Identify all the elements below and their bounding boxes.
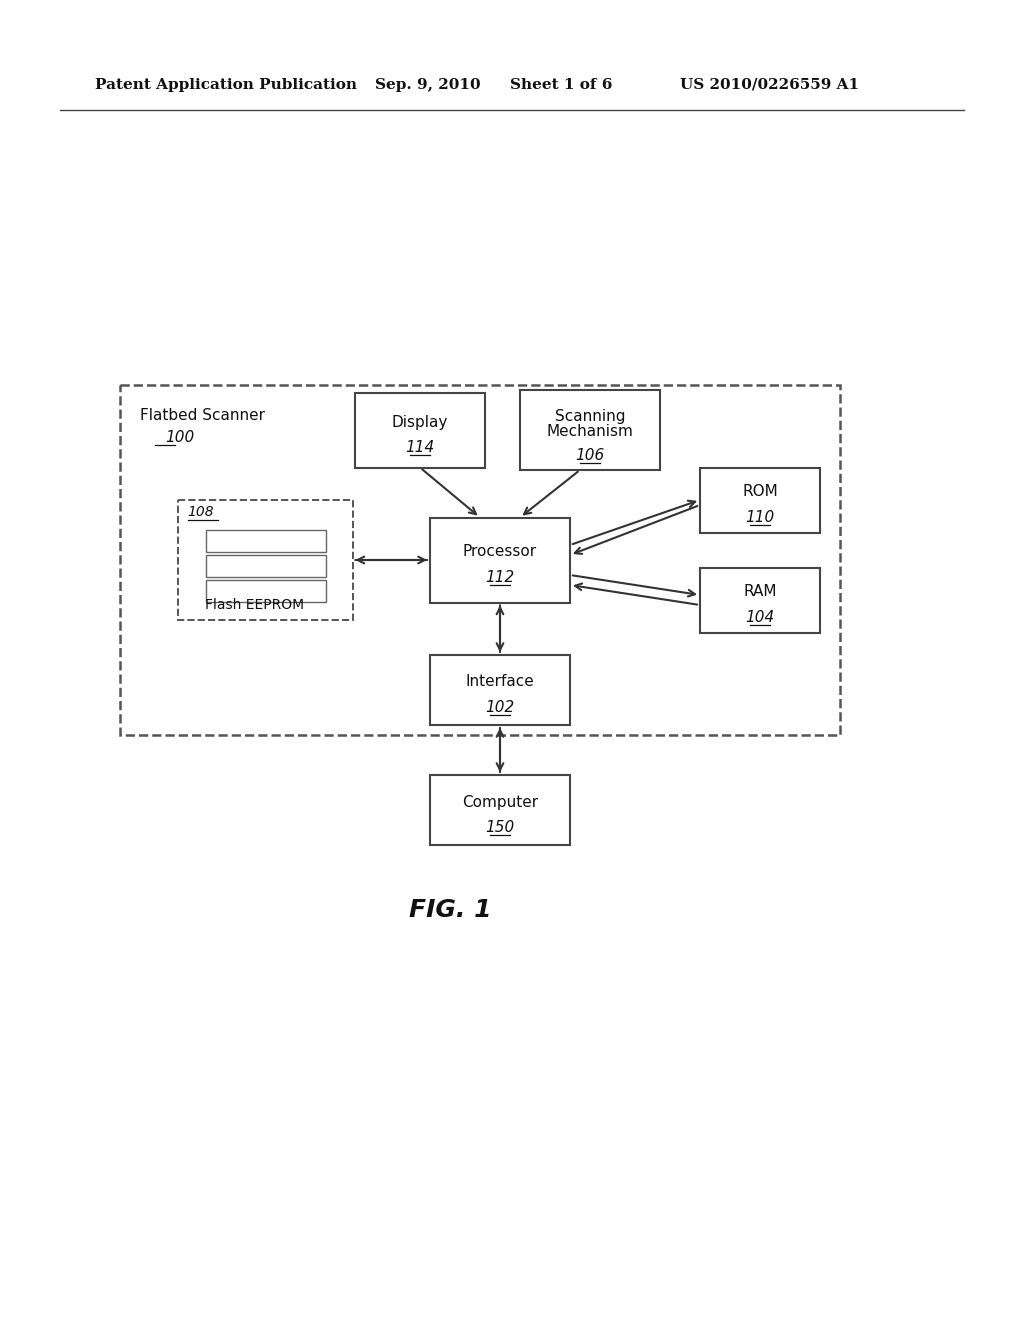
Text: Display: Display: [392, 414, 449, 429]
Text: RAM: RAM: [743, 585, 777, 599]
Bar: [120, 385, 840, 735]
Text: Flash EEPROM: Flash EEPROM: [206, 598, 304, 612]
Bar: [700, 568, 820, 632]
Text: FIG. 1: FIG. 1: [409, 898, 492, 921]
Text: US 2010/0226559 A1: US 2010/0226559 A1: [680, 78, 859, 92]
Text: Scanning: Scanning: [555, 408, 626, 424]
Bar: [206, 579, 326, 602]
Text: Computer: Computer: [462, 795, 538, 809]
Text: 106: 106: [575, 447, 604, 463]
Text: 108: 108: [187, 506, 214, 519]
Text: 114: 114: [406, 440, 434, 455]
Text: Interface: Interface: [466, 675, 535, 689]
Text: 102: 102: [485, 700, 515, 715]
Text: 110: 110: [745, 510, 774, 525]
Text: ROM: ROM: [742, 484, 778, 499]
Bar: [430, 775, 570, 845]
Bar: [177, 500, 352, 620]
Text: Flatbed Scanner: Flatbed Scanner: [140, 408, 265, 422]
Text: Patent Application Publication: Patent Application Publication: [95, 78, 357, 92]
Bar: [430, 655, 570, 725]
Bar: [520, 389, 660, 470]
Text: 100: 100: [165, 430, 195, 445]
Bar: [206, 531, 326, 552]
Text: 104: 104: [745, 610, 774, 624]
Text: 112: 112: [485, 570, 515, 585]
Bar: [206, 554, 326, 577]
Text: 150: 150: [485, 820, 515, 836]
Text: Sep. 9, 2010: Sep. 9, 2010: [375, 78, 480, 92]
Bar: [355, 392, 485, 467]
Bar: [430, 517, 570, 602]
Bar: [700, 467, 820, 532]
Text: Sheet 1 of 6: Sheet 1 of 6: [510, 78, 612, 92]
Text: Mechanism: Mechanism: [547, 425, 634, 440]
Text: Processor: Processor: [463, 544, 537, 560]
